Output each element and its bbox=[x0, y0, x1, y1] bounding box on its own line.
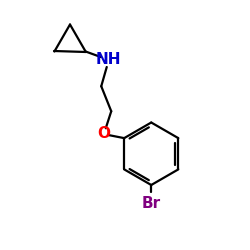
Text: NH: NH bbox=[96, 52, 122, 68]
Text: Br: Br bbox=[142, 196, 161, 211]
Text: O: O bbox=[97, 126, 110, 141]
